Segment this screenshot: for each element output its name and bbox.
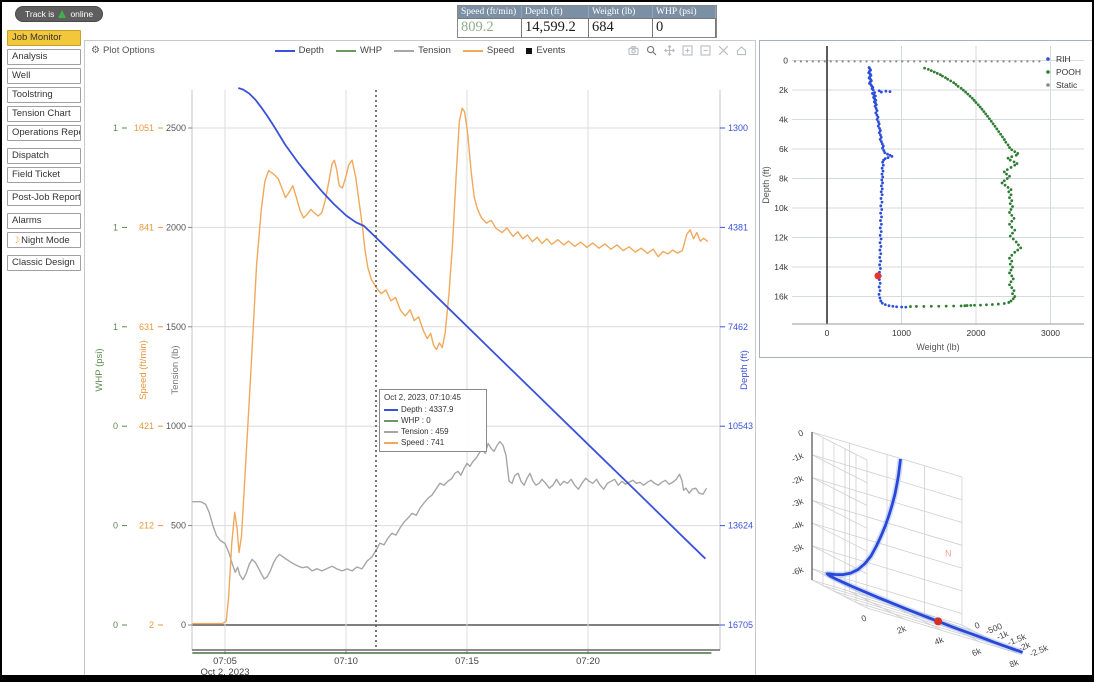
sidebar-nav: Job Monitor Analysis Well Toolstring Tension… [7,30,81,278]
stat-header: Speed (ft/min) [458,6,522,18]
sidebar-item-well[interactable]: Well [7,68,81,84]
stat-header: WHP (psi) [653,6,716,18]
tooltip-rows: Depth : 4337.9 WHP : 0 Tension : 459 Speed … [384,404,482,448]
tooltip-value: Depth : 4337.9 [401,405,454,414]
tooltip-swatch [384,408,398,411]
sidebar-item-job-monitor[interactable]: Job Monitor [7,30,81,46]
live-stats-table: Speed (ft/min) 809.2 Depth (ft) 14,599.2 Wei… [457,5,717,38]
home-icon[interactable] [734,43,749,58]
stat-column-weight: Weight (lb) 684 [589,6,653,37]
camera-icon[interactable] [626,43,641,58]
stat-header: Depth (ft) [522,6,589,18]
main-chart-panel: ⚙ Plot Options Depth WHP Tension Speed Event… [84,40,756,675]
sidebar-item-tension-chart[interactable]: Tension Chart [7,106,81,122]
sidebar-item-label: Dispatch [12,150,49,161]
track-status-button[interactable]: Track is online [15,6,104,22]
tooltip-value: WHP : 0 [401,416,431,425]
main-chart-header: ⚙ Plot Options Depth WHP Tension Speed Event… [85,41,755,63]
legend-line-swatch [394,49,415,52]
sidebar-item-label: Analysis [12,51,48,62]
sidebar-item-classic-design[interactable]: Classic Design [7,255,81,271]
sidebar-item-alarms[interactable]: Alarms [7,213,81,229]
stat-value: 0 [653,18,716,37]
legend-label: Events [536,45,566,56]
sidebar-item-label: Classic Design [12,257,75,268]
sidebar-item-label: Operations Report [12,127,80,138]
plot-options-label: Plot Options [102,45,155,56]
tooltip-row-tension: Tension : 459 [384,426,482,437]
stat-column-depth: Depth (ft) 14,599.2 [522,6,589,37]
tooltip-row-depth: Depth : 4337.9 [384,404,482,415]
pan-icon[interactable] [662,43,677,58]
stat-value: 809.2 [458,18,522,37]
autoscale-icon[interactable] [716,43,731,58]
legend-line-swatch [462,49,483,52]
tooltip-row-speed: Speed : 741 [384,437,482,448]
stat-column-whp: WHP (psi) 0 [653,6,716,37]
sidebar-item-label: Alarms [12,215,42,226]
tooltip-timestamp: Oct 2, 2023, 07:10:45 [384,393,461,402]
weight-depth-panel [759,40,1092,358]
zoom-in-icon[interactable] [680,43,695,58]
legend-item-events[interactable]: Events [526,45,565,56]
gear-icon: ⚙ [91,45,100,56]
tooltip-row-whp: WHP : 0 [384,415,482,426]
legend-label: Tension [418,45,451,56]
stat-header: Weight (lb) [589,6,653,18]
tooltip-value: Speed : 741 [401,438,445,447]
legend-label: Depth [298,45,324,56]
sidebar-item-label: Post-Job Report [12,192,81,203]
tooltip-swatch [384,430,398,433]
track-status-prefix: Track is [25,9,55,19]
sidebar-group: Dispatch Field Ticket [7,148,81,183]
legend-line-swatch [335,49,356,52]
legend-item-whp[interactable]: WHP [335,45,383,56]
sidebar-item-post-job-report[interactable]: Post-Job Report [7,190,81,206]
stat-column-speed: Speed (ft/min) 809.2 [458,6,522,37]
tooltip-value: Tension : 459 [401,427,449,436]
stat-value: 684 [589,18,653,37]
sidebar-item-toolstring[interactable]: Toolstring [7,87,81,103]
sidebar-item-label: Well [12,70,31,81]
trajectory-3d-panel [759,360,1092,675]
legend-item-tension[interactable]: Tension [394,45,451,56]
sidebar-item-label: Tension Chart [12,108,71,119]
tooltip-swatch [384,419,398,422]
sidebar-item-dispatch[interactable]: Dispatch [7,148,81,164]
plotly-modebar [626,43,749,58]
signal-icon [58,10,67,18]
legend-label: Speed [486,45,515,56]
sidebar-item-night-mode[interactable]: ☽Night Mode [7,232,81,248]
zoom-out-icon[interactable] [698,43,713,58]
moon-icon: ☽ [12,235,21,245]
sidebar-item-label: Toolstring [12,89,53,100]
chart-tooltip: Oct 2, 2023, 07:10:45 Depth : 4337.9 WHP … [379,389,487,452]
sidebar-item-analysis[interactable]: Analysis [7,49,81,65]
sidebar-group: Job Monitor Analysis Well Toolstring Tension… [7,30,81,141]
track-status-text: online [70,9,94,19]
plot-options-button[interactable]: ⚙ Plot Options [91,45,155,56]
sidebar-item-field-ticket[interactable]: Field Ticket [7,167,81,183]
legend-label: WHP [359,45,383,56]
sidebar-item-label: Job Monitor [12,32,62,43]
zoom-icon[interactable] [644,43,659,58]
tooltip-swatch [384,441,398,444]
legend-line-swatch [274,49,295,52]
sidebar-item-label: Field Ticket [12,169,61,180]
sidebar-item-operations-report[interactable]: Operations Report [7,125,81,141]
sidebar-group: Alarms ☽Night Mode [7,213,81,248]
legend-square-swatch [526,47,533,54]
legend-item-speed[interactable]: Speed [462,45,515,56]
legend-item-depth[interactable]: Depth [274,45,324,56]
sidebar-group: Classic Design [7,255,81,271]
stat-value: 14,599.2 [522,18,589,37]
sidebar-item-label: Night Mode [21,235,70,246]
sidebar-group: Post-Job Report [7,190,81,206]
